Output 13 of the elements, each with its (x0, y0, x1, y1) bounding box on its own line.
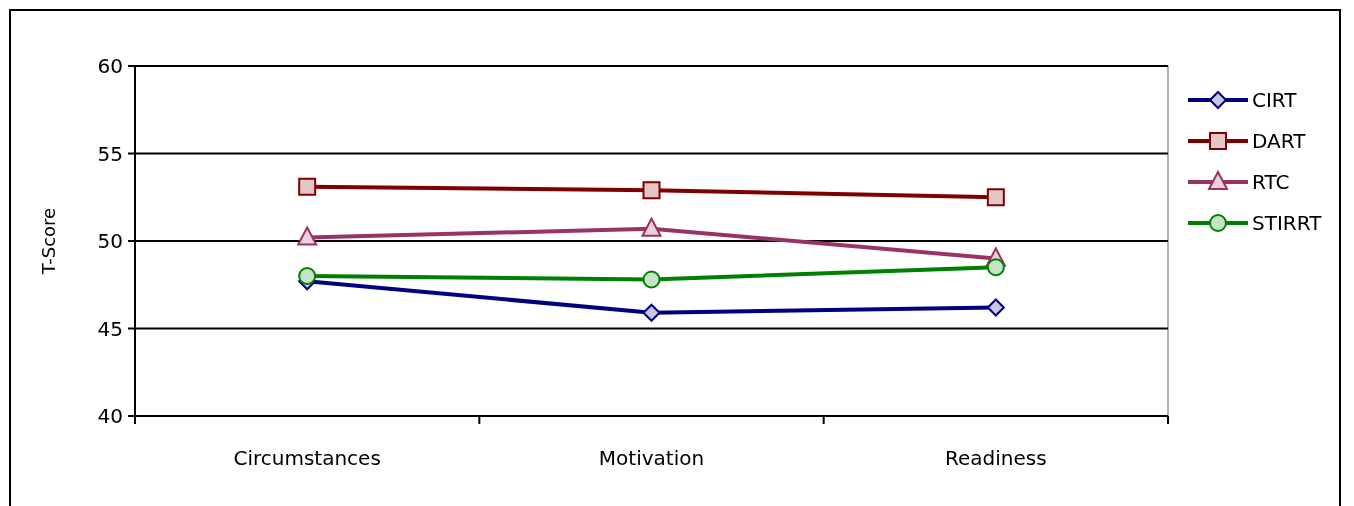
legend-label: RTC (1252, 170, 1290, 194)
x-tick-label: Readiness (945, 446, 1047, 470)
y-tick-label: 45 (97, 316, 123, 341)
legend-label: CIRT (1252, 88, 1298, 112)
legend-label: DART (1252, 129, 1307, 153)
y-axis-title: T-Score (38, 207, 59, 276)
y-tick-label: 60 (97, 54, 123, 78)
x-tick-label: Circumstances (233, 446, 381, 470)
legend-label: STIRRT (1252, 211, 1323, 235)
x-tick-label: Motivation (598, 446, 705, 470)
y-tick-label: 50 (97, 229, 123, 253)
y-tick-label: 55 (97, 141, 123, 166)
y-tick-label: 40 (97, 404, 123, 428)
